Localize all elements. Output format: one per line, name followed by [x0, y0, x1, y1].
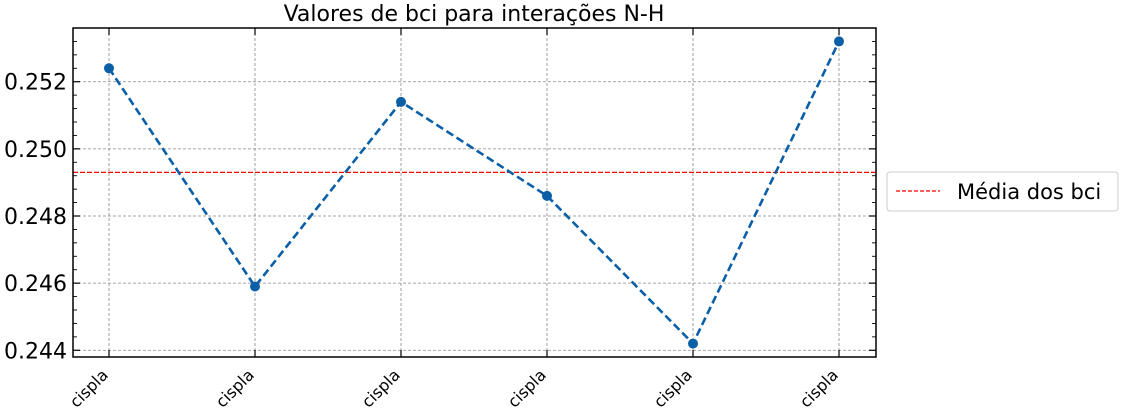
x-tick-label: cispla	[66, 365, 112, 411]
x-tick-label: cispla	[504, 365, 550, 411]
legend-label: Média dos bci	[957, 180, 1101, 204]
legend: Média dos bci	[886, 171, 1119, 212]
legend-box	[886, 171, 1119, 212]
x-tick-label: cispla	[358, 365, 404, 411]
grid-lines	[73, 28, 876, 357]
y-tick-label: 0.252	[4, 71, 67, 96]
data-point	[688, 338, 698, 349]
y-axis-ticks: 0.244 0.246 0.248 0.250 0.252	[4, 27, 876, 364]
x-tick-label: cispla	[796, 365, 842, 411]
y-tick-label: 0.248	[4, 205, 67, 230]
data-point	[104, 63, 114, 74]
plot-frame	[72, 27, 877, 358]
x-axis-ticks: cispla cispla cispla cispla cispla cispla	[66, 28, 842, 411]
series-layer	[104, 36, 844, 349]
data-point	[542, 190, 552, 201]
data-point	[250, 281, 260, 292]
y-tick-label: 0.250	[4, 138, 67, 163]
data-point	[396, 96, 406, 107]
y-tick-label: 0.246	[4, 272, 67, 297]
x-tick-label: cispla	[212, 365, 258, 411]
data-point	[834, 36, 844, 47]
y-tick-label: 0.244	[4, 339, 67, 364]
x-tick-label: cispla	[650, 365, 696, 411]
series-line	[107, 40, 841, 346]
chart-title: Valores de bci para interações N-H	[284, 2, 665, 27]
axes-frame	[72, 27, 877, 358]
